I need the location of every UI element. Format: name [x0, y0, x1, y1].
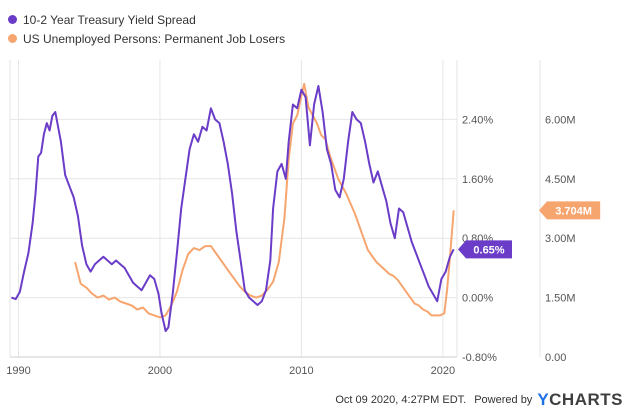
series-line-spread	[11, 85, 455, 332]
legend-item-job-losers[interactable]: US Unemployed Persons: Permanent Job Los…	[8, 29, 285, 48]
end-label-spread: 0.65%	[473, 244, 504, 256]
grid-lines	[10, 60, 457, 358]
ycharts-logo[interactable]: YCHARTS	[537, 390, 623, 409]
left-axis-ticks: -0.80%0.00%0.80%1.60%2.40%	[462, 114, 497, 364]
left-tick-label: 2.40%	[462, 114, 493, 126]
end-labels: 0.65% 3.704M	[458, 201, 601, 259]
x-tick-label: 1990	[6, 365, 30, 377]
footer: Oct 09 2020, 4:27PM EDT. Powered by YCHA…	[335, 390, 623, 410]
legend-item-spread[interactable]: 10-2 Year Treasury Yield Spread	[8, 10, 285, 29]
legend-label-spread: 10-2 Year Treasury Yield Spread	[23, 12, 196, 27]
right-tick-label: 1.50M	[545, 293, 576, 305]
left-tick-label: -0.80%	[462, 352, 497, 364]
timestamp: Oct 09 2020, 4:27PM EDT.	[335, 394, 467, 406]
legend-marker-spread	[8, 15, 17, 24]
axis-frame	[9, 60, 541, 358]
left-tick-label: 1.60%	[462, 174, 493, 186]
right-tick-label: 3.00M	[545, 233, 576, 245]
right-axis-ticks: 0.00 1.50M 3.00M 4.50M 6.00M	[545, 114, 576, 364]
legend-marker-job-losers	[8, 34, 17, 43]
right-tick-label: 4.50M	[545, 174, 576, 186]
end-label-job-losers: 3.704M	[555, 205, 592, 217]
right-tick-label: 6.00M	[545, 114, 576, 126]
left-tick-label: 0.00%	[462, 293, 493, 305]
powered-by-text: Powered by	[474, 394, 533, 406]
x-tick-label: 2020	[431, 365, 455, 377]
legend-label-job-losers: US Unemployed Persons: Permanent Job Los…	[23, 31, 286, 46]
series-lines	[11, 82, 455, 332]
series-line-job-losers	[74, 82, 455, 319]
legend: 10-2 Year Treasury Yield Spread US Unemp…	[8, 10, 285, 48]
x-axis-ticks: 1990 2000 2010 2020	[6, 365, 455, 377]
x-tick-label: 2000	[148, 365, 172, 377]
end-label-job-losers-bg	[539, 201, 601, 220]
right-tick-label: 0.00	[545, 352, 566, 364]
x-tick-label: 2010	[289, 365, 313, 377]
end-label-spread-bg	[458, 240, 512, 259]
